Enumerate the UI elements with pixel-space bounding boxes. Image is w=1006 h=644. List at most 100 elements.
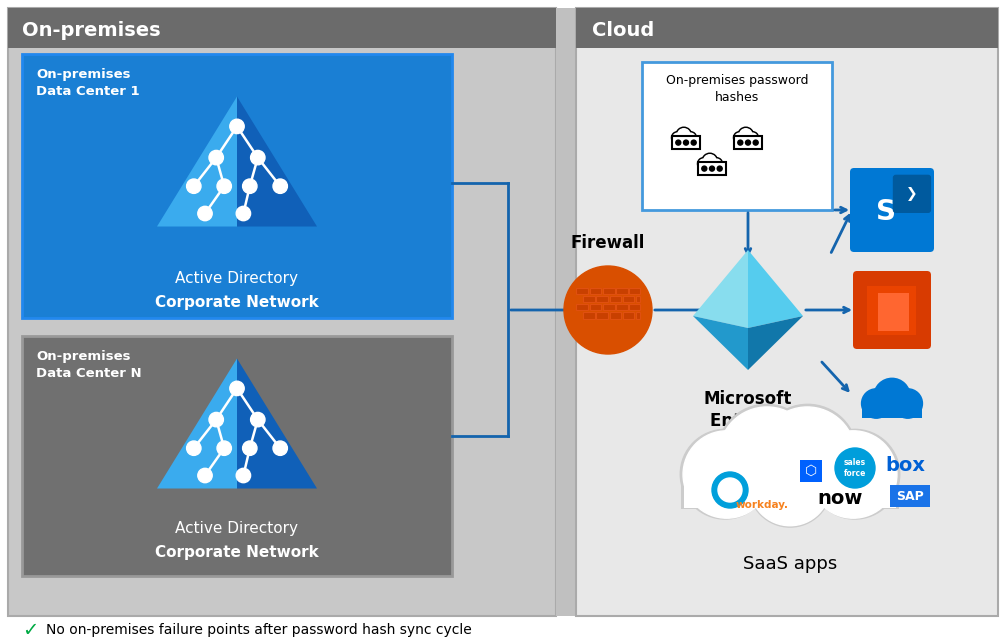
FancyBboxPatch shape: [576, 288, 588, 294]
FancyBboxPatch shape: [800, 460, 822, 482]
Circle shape: [861, 389, 891, 418]
FancyBboxPatch shape: [576, 8, 998, 616]
Polygon shape: [157, 359, 237, 489]
Circle shape: [739, 129, 752, 141]
FancyBboxPatch shape: [590, 288, 602, 294]
Circle shape: [273, 441, 288, 455]
Circle shape: [229, 119, 244, 133]
Circle shape: [198, 468, 212, 483]
FancyBboxPatch shape: [576, 8, 998, 48]
Circle shape: [186, 179, 201, 193]
FancyBboxPatch shape: [582, 312, 595, 319]
Text: ⬡: ⬡: [805, 464, 817, 478]
Circle shape: [703, 155, 716, 167]
Polygon shape: [748, 316, 803, 370]
Circle shape: [810, 431, 897, 518]
FancyBboxPatch shape: [630, 288, 640, 294]
Polygon shape: [237, 359, 317, 489]
Circle shape: [753, 140, 759, 145]
FancyBboxPatch shape: [617, 304, 628, 310]
FancyBboxPatch shape: [890, 485, 930, 507]
Circle shape: [273, 179, 288, 193]
Text: now: now: [817, 489, 863, 507]
FancyBboxPatch shape: [22, 54, 452, 318]
Circle shape: [745, 140, 750, 145]
Circle shape: [717, 166, 722, 171]
Circle shape: [747, 133, 758, 142]
Polygon shape: [693, 316, 748, 370]
Circle shape: [735, 133, 744, 142]
Circle shape: [733, 131, 745, 144]
Circle shape: [718, 407, 815, 504]
Circle shape: [209, 151, 223, 165]
FancyBboxPatch shape: [623, 312, 635, 319]
FancyBboxPatch shape: [700, 163, 724, 169]
Circle shape: [835, 448, 875, 488]
Text: ✓: ✓: [22, 621, 38, 639]
FancyBboxPatch shape: [590, 304, 602, 310]
Circle shape: [712, 472, 748, 508]
FancyBboxPatch shape: [603, 288, 615, 294]
Circle shape: [236, 468, 250, 483]
FancyBboxPatch shape: [597, 312, 608, 319]
Circle shape: [711, 159, 721, 169]
FancyBboxPatch shape: [892, 175, 932, 213]
FancyBboxPatch shape: [733, 136, 763, 149]
Circle shape: [702, 166, 707, 171]
Text: ❯: ❯: [906, 187, 917, 201]
Text: workday.: workday.: [735, 500, 789, 510]
Circle shape: [564, 266, 652, 354]
Circle shape: [673, 133, 682, 142]
FancyBboxPatch shape: [684, 475, 895, 507]
FancyBboxPatch shape: [850, 168, 934, 252]
Circle shape: [250, 151, 265, 165]
FancyBboxPatch shape: [603, 304, 615, 310]
FancyBboxPatch shape: [8, 8, 556, 48]
FancyBboxPatch shape: [630, 304, 640, 310]
Text: Corporate Network: Corporate Network: [155, 294, 319, 310]
Text: Corporate Network: Corporate Network: [155, 544, 319, 560]
Circle shape: [683, 140, 688, 145]
Circle shape: [810, 430, 899, 519]
FancyBboxPatch shape: [22, 336, 452, 576]
Text: SaaS apps: SaaS apps: [742, 555, 837, 573]
Text: box: box: [885, 455, 925, 475]
Circle shape: [198, 206, 212, 221]
Circle shape: [686, 133, 695, 142]
Circle shape: [709, 166, 714, 171]
Circle shape: [186, 441, 201, 455]
Circle shape: [680, 430, 770, 519]
FancyBboxPatch shape: [878, 292, 909, 331]
Circle shape: [710, 158, 722, 170]
Circle shape: [702, 153, 717, 169]
Circle shape: [676, 140, 681, 145]
Circle shape: [737, 140, 742, 145]
Circle shape: [678, 129, 690, 141]
FancyBboxPatch shape: [672, 136, 700, 149]
Circle shape: [242, 441, 257, 455]
FancyBboxPatch shape: [642, 62, 832, 210]
Circle shape: [217, 179, 231, 193]
Text: On-premises
Data Center N: On-premises Data Center N: [36, 350, 142, 380]
FancyBboxPatch shape: [736, 137, 761, 142]
Circle shape: [746, 131, 759, 144]
FancyBboxPatch shape: [610, 296, 621, 303]
Text: sales
force: sales force: [844, 459, 866, 478]
Circle shape: [738, 128, 753, 142]
Circle shape: [229, 381, 244, 395]
Text: No on-premises failure points after password hash sync cycle: No on-premises failure points after pass…: [46, 623, 472, 637]
Circle shape: [691, 140, 696, 145]
Circle shape: [874, 378, 910, 415]
FancyBboxPatch shape: [674, 137, 698, 142]
FancyBboxPatch shape: [597, 296, 608, 303]
Text: Active Directory: Active Directory: [175, 520, 299, 536]
Circle shape: [718, 478, 742, 502]
FancyBboxPatch shape: [582, 296, 595, 303]
Circle shape: [250, 412, 265, 427]
Circle shape: [697, 158, 710, 170]
Circle shape: [684, 131, 696, 144]
FancyBboxPatch shape: [862, 400, 921, 417]
Circle shape: [676, 128, 691, 142]
Circle shape: [683, 431, 771, 518]
FancyBboxPatch shape: [8, 8, 556, 616]
